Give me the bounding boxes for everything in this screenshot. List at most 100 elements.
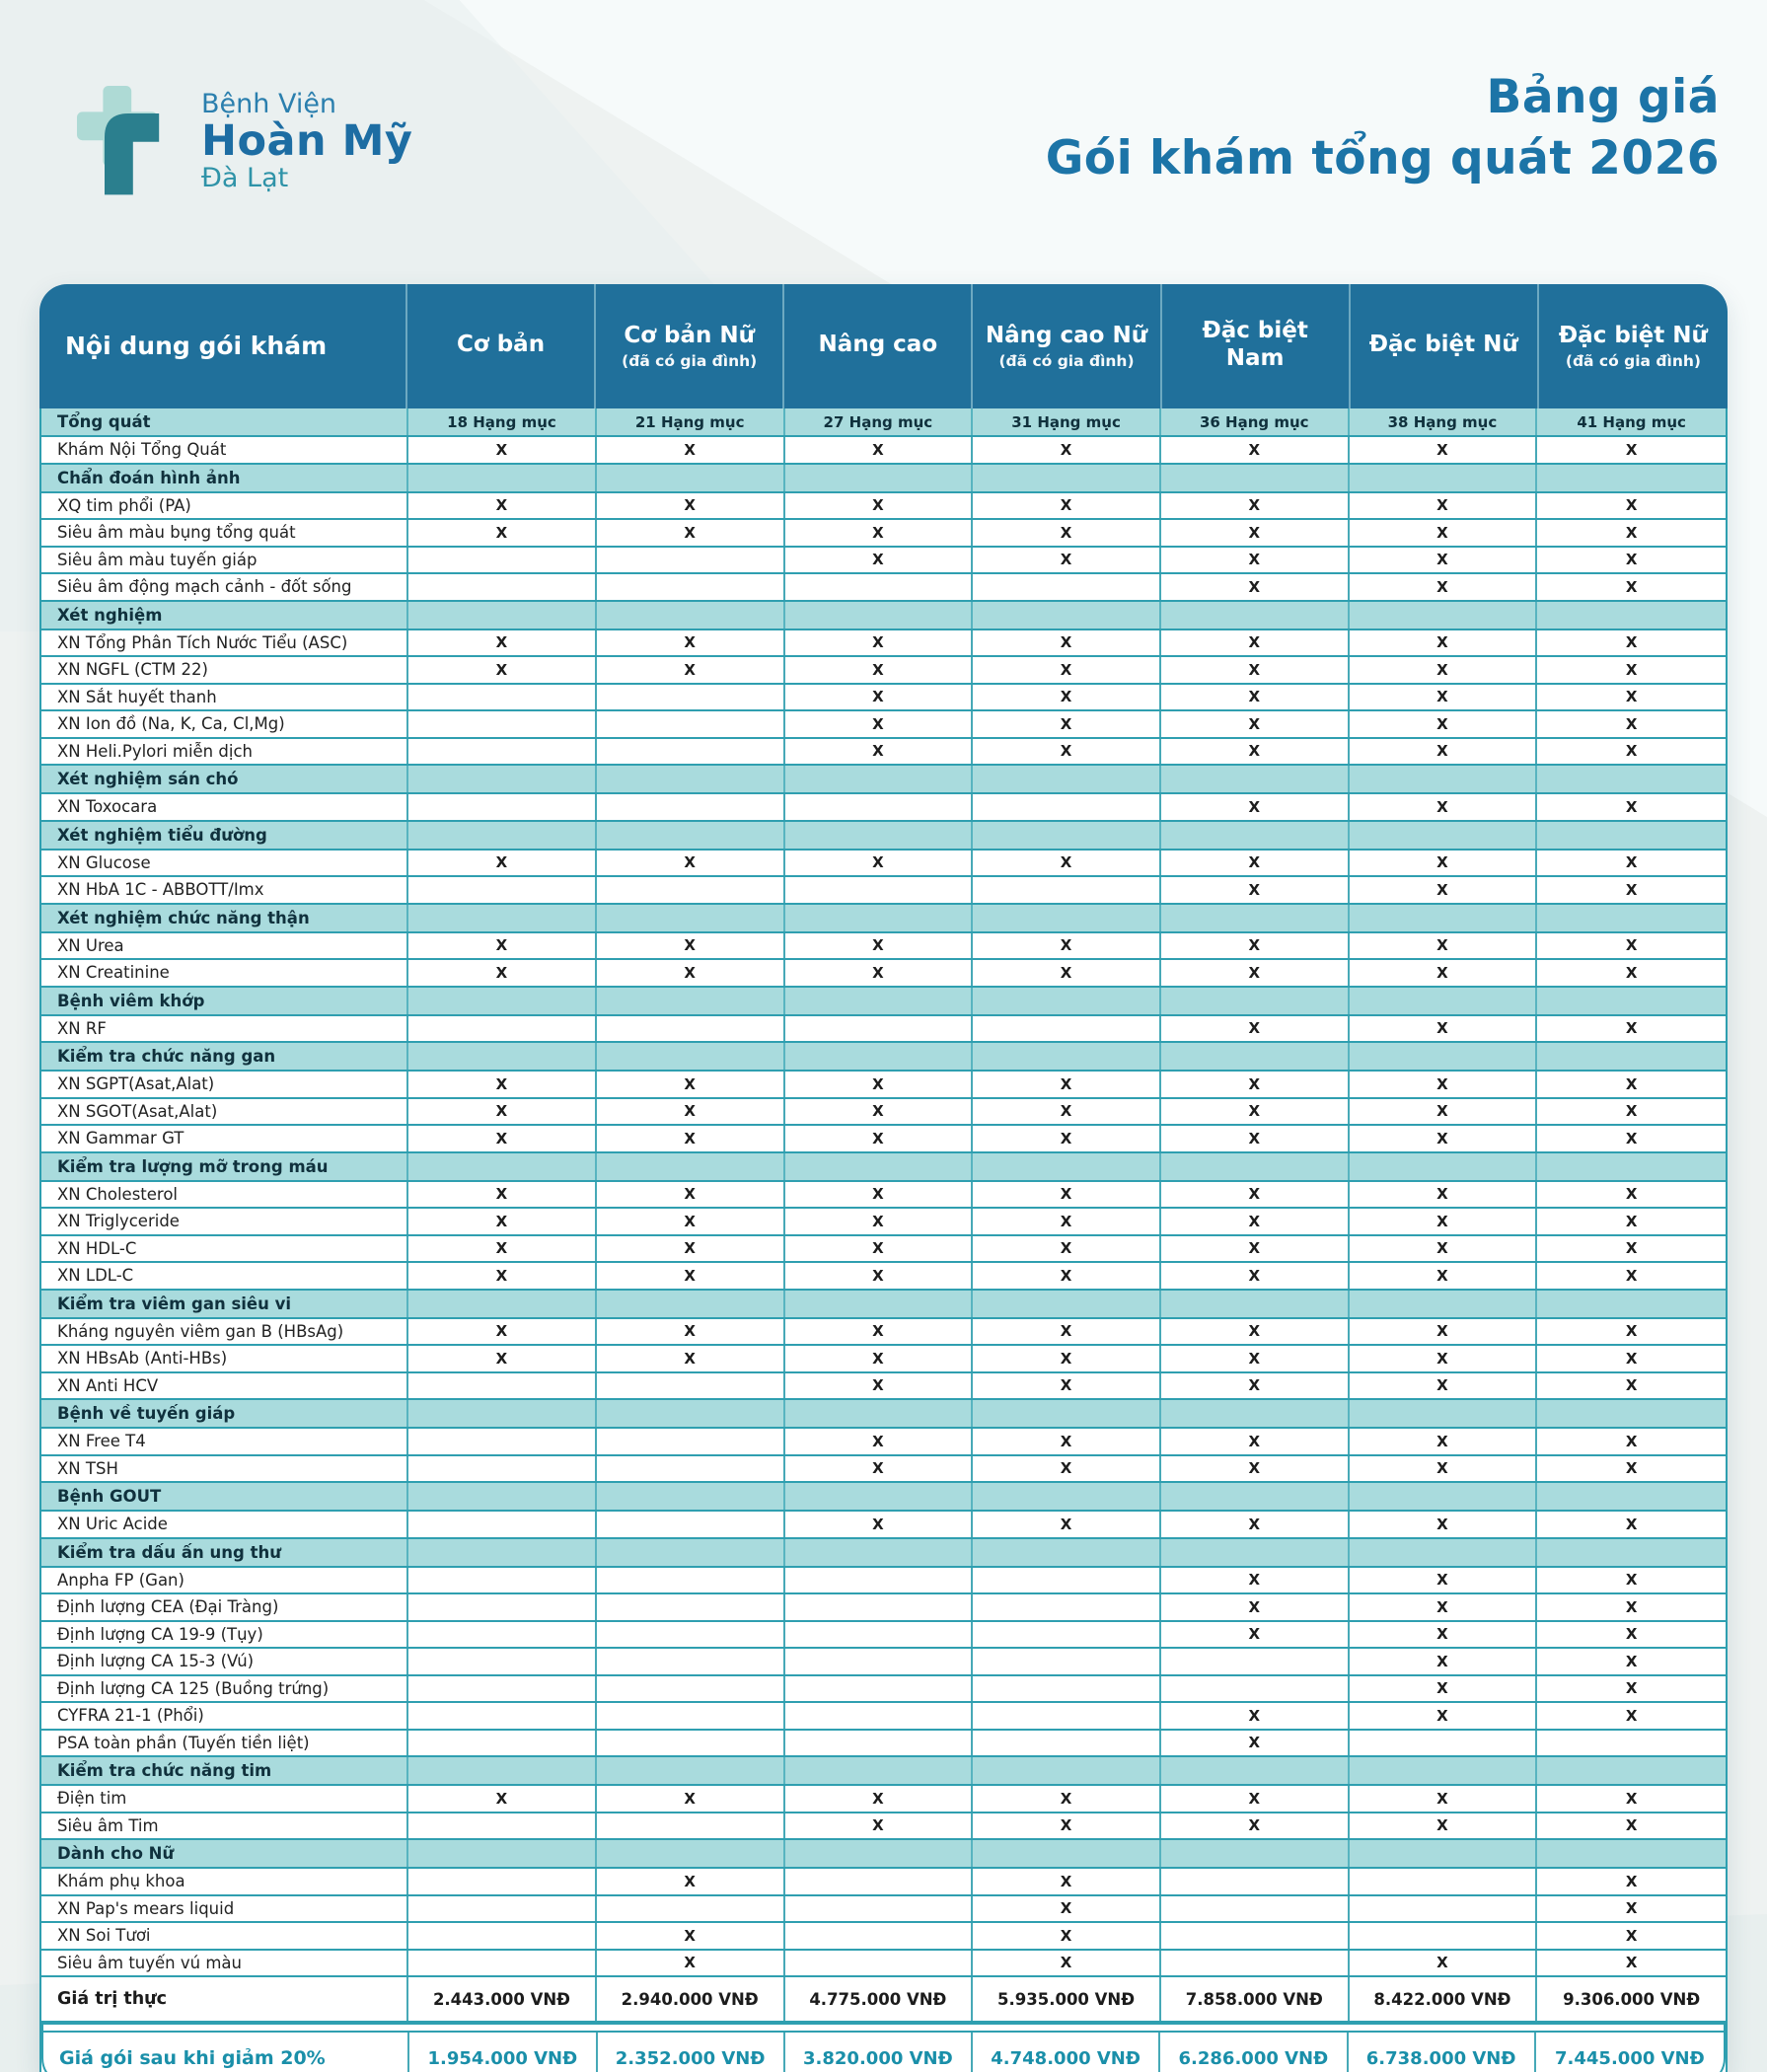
cell-value (1350, 1730, 1538, 1755)
cell-value (1537, 822, 1726, 849)
table-row: XN Glucose X X X X X X X (41, 850, 1726, 877)
cell-value (597, 821, 785, 849)
included-mark: X (1350, 1346, 1538, 1371)
cell-value (785, 1675, 974, 1701)
included-mark: X (973, 520, 1161, 546)
included-mark: X (1161, 1429, 1350, 1454)
cell-value (1350, 1757, 1538, 1784)
included-mark: X (785, 1455, 974, 1481)
cell-value: 36 Hạng mục (1161, 408, 1350, 435)
included-mark: X (1350, 1455, 1538, 1481)
cell-value (408, 821, 597, 849)
included-mark: X (597, 932, 785, 958)
cell-value (408, 987, 597, 1014)
cell-value (408, 877, 597, 903)
cell-value (1537, 1043, 1726, 1070)
cell-value (408, 1455, 597, 1481)
cell-value (1350, 601, 1538, 629)
included-mark: X (1350, 960, 1538, 986)
included-mark: X (785, 629, 974, 655)
included-mark: X (785, 1429, 974, 1454)
cell-value (597, 1400, 785, 1427)
cell-value (597, 1290, 785, 1317)
column-header: Nâng cao Nữ (đã có gia đình) (973, 284, 1162, 408)
included-mark: X (1625, 1019, 1638, 1038)
included-mark: X (408, 1098, 597, 1124)
table-row: Định lượng CA 19-9 (Tụy) X X X (41, 1621, 1726, 1649)
cell-value (785, 1757, 974, 1784)
row-label: Bệnh viêm khớp (41, 987, 409, 1014)
cell-value: 2.940.000 VNĐ (597, 1977, 785, 2021)
included-mark: X (408, 1786, 597, 1812)
included-mark: X (1350, 932, 1538, 958)
included-mark: X (1625, 1954, 1638, 1972)
cell-value (785, 877, 974, 903)
cell-value (973, 464, 1161, 491)
table-row: XN Creatinine X X X X X X X (41, 960, 1726, 988)
table-row: Khám Nội Tổng Quát X X X X X X X (41, 437, 1726, 465)
cell-value (1161, 1290, 1350, 1317)
included-mark: X (973, 1235, 1161, 1261)
included-mark: X (1161, 1567, 1350, 1592)
included-mark: X (973, 657, 1161, 683)
cell-value (973, 794, 1161, 820)
included-mark: X (1625, 496, 1638, 515)
logo-line1: Bệnh Viện (201, 88, 337, 119)
included-mark: X (597, 1923, 785, 1949)
included-mark: X (785, 684, 974, 709)
cell-value: 38 Hạng mục (1350, 408, 1538, 435)
cell-value (408, 464, 597, 491)
cell-value (597, 1483, 785, 1510)
cell-value (1350, 766, 1538, 792)
cell-value (1537, 1840, 1726, 1867)
included-mark: X (1625, 1625, 1638, 1644)
row-label: XN RF (41, 1015, 409, 1041)
cell-value (1161, 1152, 1350, 1180)
included-mark: X (1625, 577, 1638, 596)
cell-value (1161, 464, 1350, 491)
included-mark: X (1161, 1318, 1350, 1344)
row-label: Tổng quát (41, 408, 409, 435)
included-mark: X (1625, 440, 1638, 459)
included-mark: X (785, 1098, 974, 1124)
cell-value (973, 1757, 1161, 1784)
cell-value (1537, 1400, 1726, 1427)
included-mark: X (408, 437, 597, 463)
included-mark: X (1350, 1429, 1538, 1454)
included-mark: X (1625, 1349, 1638, 1368)
included-mark: X (973, 1072, 1161, 1097)
included-mark: X (1625, 551, 1638, 569)
included-mark: X (785, 850, 974, 875)
row-label: Siêu âm màu bụng tổng quát (41, 520, 409, 546)
cell-value (785, 904, 974, 931)
column-header: Đặc biệt Nữ (đã có gia đình) (1558, 322, 1708, 371)
cell-value (785, 1950, 974, 1975)
cell-value (597, 1840, 785, 1867)
row-label: Siêu âm màu tuyến giáp (41, 547, 409, 572)
row-label: XN Sắt huyết thanh (41, 684, 409, 709)
included-mark: X (1350, 1318, 1538, 1344)
cell-value (785, 1895, 974, 1921)
included-mark: X (597, 492, 785, 518)
cell-value (597, 1813, 785, 1838)
cell-value (973, 1649, 1161, 1674)
included-mark: X (408, 1263, 597, 1289)
cell-value (408, 1043, 597, 1070)
included-mark: X (1350, 738, 1538, 764)
included-mark: X (973, 629, 1161, 655)
cell-value (973, 1621, 1161, 1647)
cell-value (597, 1015, 785, 1041)
included-mark: X (1161, 1730, 1350, 1755)
included-mark: X (785, 1072, 974, 1097)
included-mark: X (1625, 1706, 1638, 1725)
cell-value (973, 1043, 1161, 1070)
cell-value (1350, 1043, 1538, 1070)
included-mark: X (973, 1512, 1161, 1537)
cell-value (1161, 821, 1350, 849)
included-mark: X (1625, 1239, 1638, 1258)
table-row: XN Free T4 X X X X X (41, 1429, 1726, 1456)
table-row: XN Triglyceride X X X X X X X (41, 1209, 1726, 1236)
cell-value (408, 547, 597, 572)
cell-value (408, 1621, 597, 1647)
